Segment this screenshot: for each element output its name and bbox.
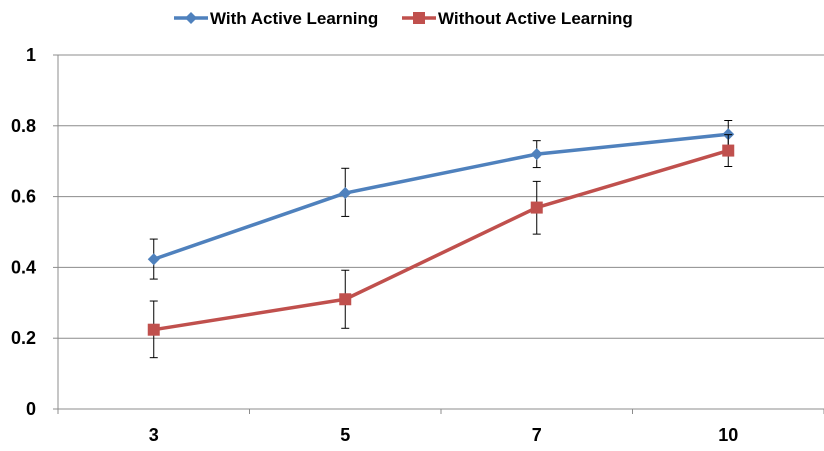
- legend-marker-2: [413, 12, 425, 24]
- series-line-2: [153, 148, 729, 332]
- legend-label-1: With Active Learning: [210, 9, 378, 28]
- y-tick-label: 0.2: [11, 328, 36, 348]
- x-tick-label: 7: [532, 425, 542, 445]
- series-line-1: [153, 132, 729, 261]
- x-tick-label: 5: [340, 425, 350, 445]
- data-point-series-1: [339, 187, 352, 200]
- y-tick-label: 1: [26, 45, 36, 65]
- legend-marker-1: [185, 12, 197, 24]
- data-point-series-2: [147, 323, 160, 336]
- x-tick-label: 10: [718, 425, 738, 445]
- data-point-series-1: [147, 253, 160, 266]
- y-tick-label: 0.4: [11, 257, 36, 277]
- legend-label-2: Without Active Learning: [438, 9, 633, 28]
- x-tick-label: 3: [149, 425, 159, 445]
- data-point-series-2: [722, 144, 735, 157]
- y-tick-label: 0.6: [11, 187, 36, 207]
- y-tick-label: 0: [26, 399, 36, 419]
- data-point-series-2: [530, 201, 543, 214]
- data-point-series-2: [339, 293, 352, 306]
- y-tick-label: 0.8: [11, 116, 36, 136]
- data-point-series-1: [530, 148, 543, 161]
